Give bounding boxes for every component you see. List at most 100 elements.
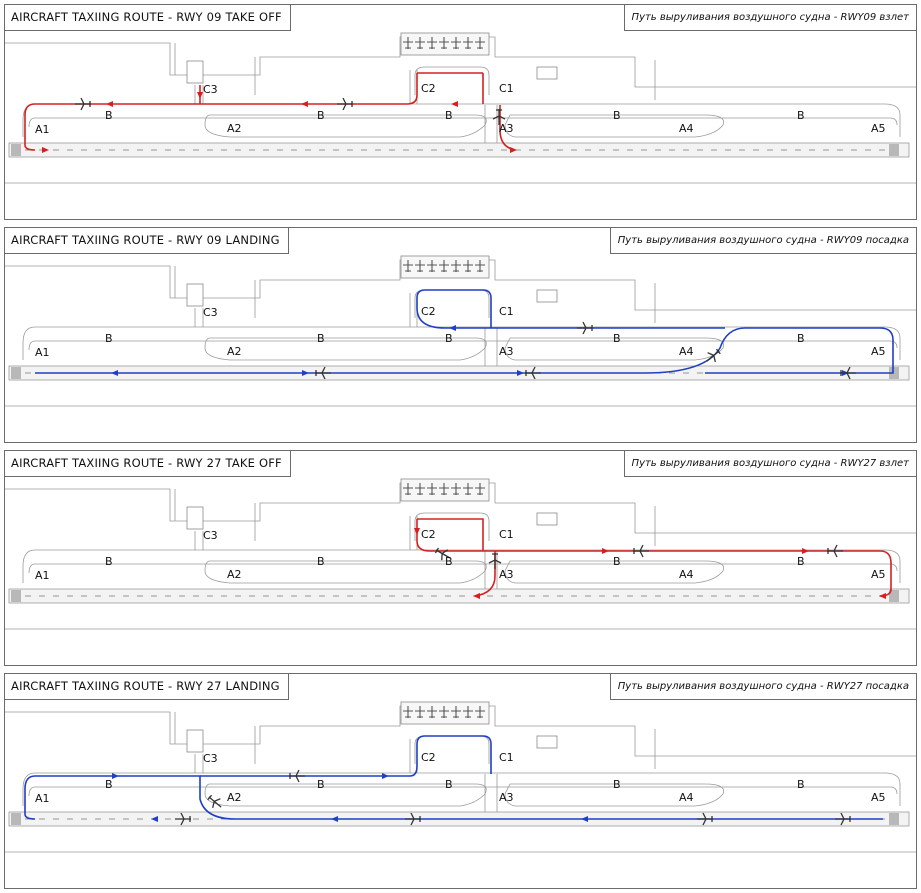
taxiway-label-c1: C1 <box>499 305 514 318</box>
parked-aircraft-icon <box>439 37 449 49</box>
direction-arrow-icon <box>42 147 49 153</box>
aircraft-icon <box>835 812 851 826</box>
direction-arrow-icon <box>106 101 113 107</box>
taxiway-label-a1: A1 <box>35 123 50 136</box>
direction-arrow-icon <box>414 528 420 535</box>
parked-aircraft-icon <box>427 706 437 718</box>
grass-island <box>504 337 724 361</box>
airfield-diagram: A1 B C3 A2 B C2 B C1 A3 B A4 B A5 <box>5 701 916 853</box>
taxiway-b-edge <box>35 549 901 583</box>
direction-arrow-icon <box>510 147 517 153</box>
direction-arrow-icon <box>301 101 308 107</box>
taxiway-label-b: B <box>317 555 325 568</box>
panel-rwy27-landing: AIRCRAFT TAXIING ROUTE - RWY 27 LANDING … <box>4 673 917 889</box>
building <box>536 289 558 303</box>
taxiway-label-b: B <box>105 778 113 791</box>
direction-arrow-icon <box>581 816 588 822</box>
taxiway-label-c2: C2 <box>421 528 436 541</box>
direction-arrow-icon <box>197 92 203 99</box>
parked-aircraft-icon <box>439 483 449 495</box>
parked-aircraft-icon <box>463 483 473 495</box>
aircraft-icon <box>492 109 506 125</box>
taxiway-a1-edge <box>22 772 36 806</box>
parked-aircraft-icon <box>451 37 461 49</box>
taxiway-label-b: B <box>317 778 325 791</box>
taxiway-label-c3: C3 <box>203 752 218 765</box>
taxiway-label-a1: A1 <box>35 346 50 359</box>
parked-aircraft-icon <box>403 706 413 718</box>
taxiway-label-b: B <box>797 555 805 568</box>
taxiway-label-c1: C1 <box>499 751 514 764</box>
apron-outline <box>5 259 916 311</box>
direction-arrow-icon <box>449 325 456 331</box>
grass-island <box>504 114 724 138</box>
aircraft-icon <box>434 547 451 561</box>
threshold-marking <box>11 367 21 379</box>
parked-aircraft-icon <box>427 260 437 272</box>
parked-aircraft-icon <box>403 260 413 272</box>
c3-stand <box>186 506 204 530</box>
taxiway-label-b: B <box>613 109 621 122</box>
panel-title: AIRCRAFT TAXIING ROUTE - RWY 09 TAKE OFF <box>5 5 291 31</box>
taxiway-label-a2: A2 <box>227 791 242 804</box>
taxiway-label-a4: A4 <box>679 345 694 358</box>
airfield-diagram: A1 B C3 A2 B C2 B C1 A3 B A4 B A5 <box>5 32 916 184</box>
building <box>536 735 558 749</box>
airfield-diagram: A1 B C3 A2 B C2 B C1 A3 B A4 B A5 <box>5 255 916 407</box>
taxiway-b-edge <box>35 117 898 126</box>
taxiway-label-a4: A4 <box>679 791 694 804</box>
apron-loop-taxiway <box>414 512 490 541</box>
apron <box>400 255 490 279</box>
taxiway-label-b: B <box>797 332 805 345</box>
aircraft-icon <box>289 769 305 783</box>
taxiway-label-a5: A5 <box>871 568 886 581</box>
grass-island <box>504 560 724 584</box>
panel-title-ru: Путь выруливания воздушного судна - RWY2… <box>609 674 916 700</box>
airfield-diagram: A1 B C3 A2 B C2 B C1 A3 B A4 B A5 <box>5 478 916 630</box>
connector-taxiway <box>194 293 498 368</box>
taxiway-label-b: B <box>445 555 453 568</box>
taxiway-b-edge <box>35 103 901 137</box>
apron <box>400 701 490 725</box>
grass-island <box>204 337 487 361</box>
taxiway-label-a3: A3 <box>499 791 514 804</box>
aircraft-icon <box>697 812 713 826</box>
taxiway-label-a1: A1 <box>35 569 50 582</box>
taxiway-label-b: B <box>613 778 621 791</box>
taxiway-label-a5: A5 <box>871 345 886 358</box>
parked-aircraft-icon <box>427 483 437 495</box>
taxiway-label-a3: A3 <box>499 568 514 581</box>
grass-island <box>504 783 724 807</box>
service-road <box>174 712 656 769</box>
taxiway-label-b: B <box>317 109 325 122</box>
taxi-route <box>35 327 894 374</box>
panel-title: AIRCRAFT TAXIING ROUTE - RWY 27 LANDING <box>5 674 289 700</box>
direction-arrow-icon <box>302 370 309 376</box>
service-road <box>174 489 656 546</box>
aircraft-icon <box>840 366 856 380</box>
taxi-route <box>24 73 484 151</box>
direction-arrow-icon <box>111 370 118 376</box>
taxi-route <box>200 735 492 777</box>
taxiway-label-c2: C2 <box>421 751 436 764</box>
parked-aircraft-icon <box>415 483 425 495</box>
direction-arrow-icon <box>112 773 119 779</box>
direction-arrow-icon <box>451 101 458 107</box>
panel-rwy27-takeoff: AIRCRAFT TAXIING ROUTE - RWY 27 TAKE OFF… <box>4 450 917 666</box>
parked-aircraft-icon <box>463 706 473 718</box>
taxiway-label-c3: C3 <box>203 306 218 319</box>
taxiway-label-c3: C3 <box>203 529 218 542</box>
direction-arrow-icon <box>802 548 809 554</box>
panel-title: AIRCRAFT TAXIING ROUTE - RWY 27 TAKE OFF <box>5 451 291 477</box>
aircraft-icon <box>577 321 593 335</box>
panel-title-ru: Путь выруливания воздушного судна - RWY0… <box>609 228 916 254</box>
parked-aircraft-icon <box>475 260 485 272</box>
taxiway-label-a2: A2 <box>227 568 242 581</box>
taxi-route <box>417 518 484 551</box>
panel-title: AIRCRAFT TAXIING ROUTE - RWY 09 LANDING <box>5 228 289 254</box>
parked-aircraft-icon <box>439 706 449 718</box>
taxiway-label-b: B <box>613 332 621 345</box>
c3-stand <box>186 60 204 84</box>
taxiway-label-b: B <box>613 555 621 568</box>
aircraft-icon <box>75 97 91 111</box>
